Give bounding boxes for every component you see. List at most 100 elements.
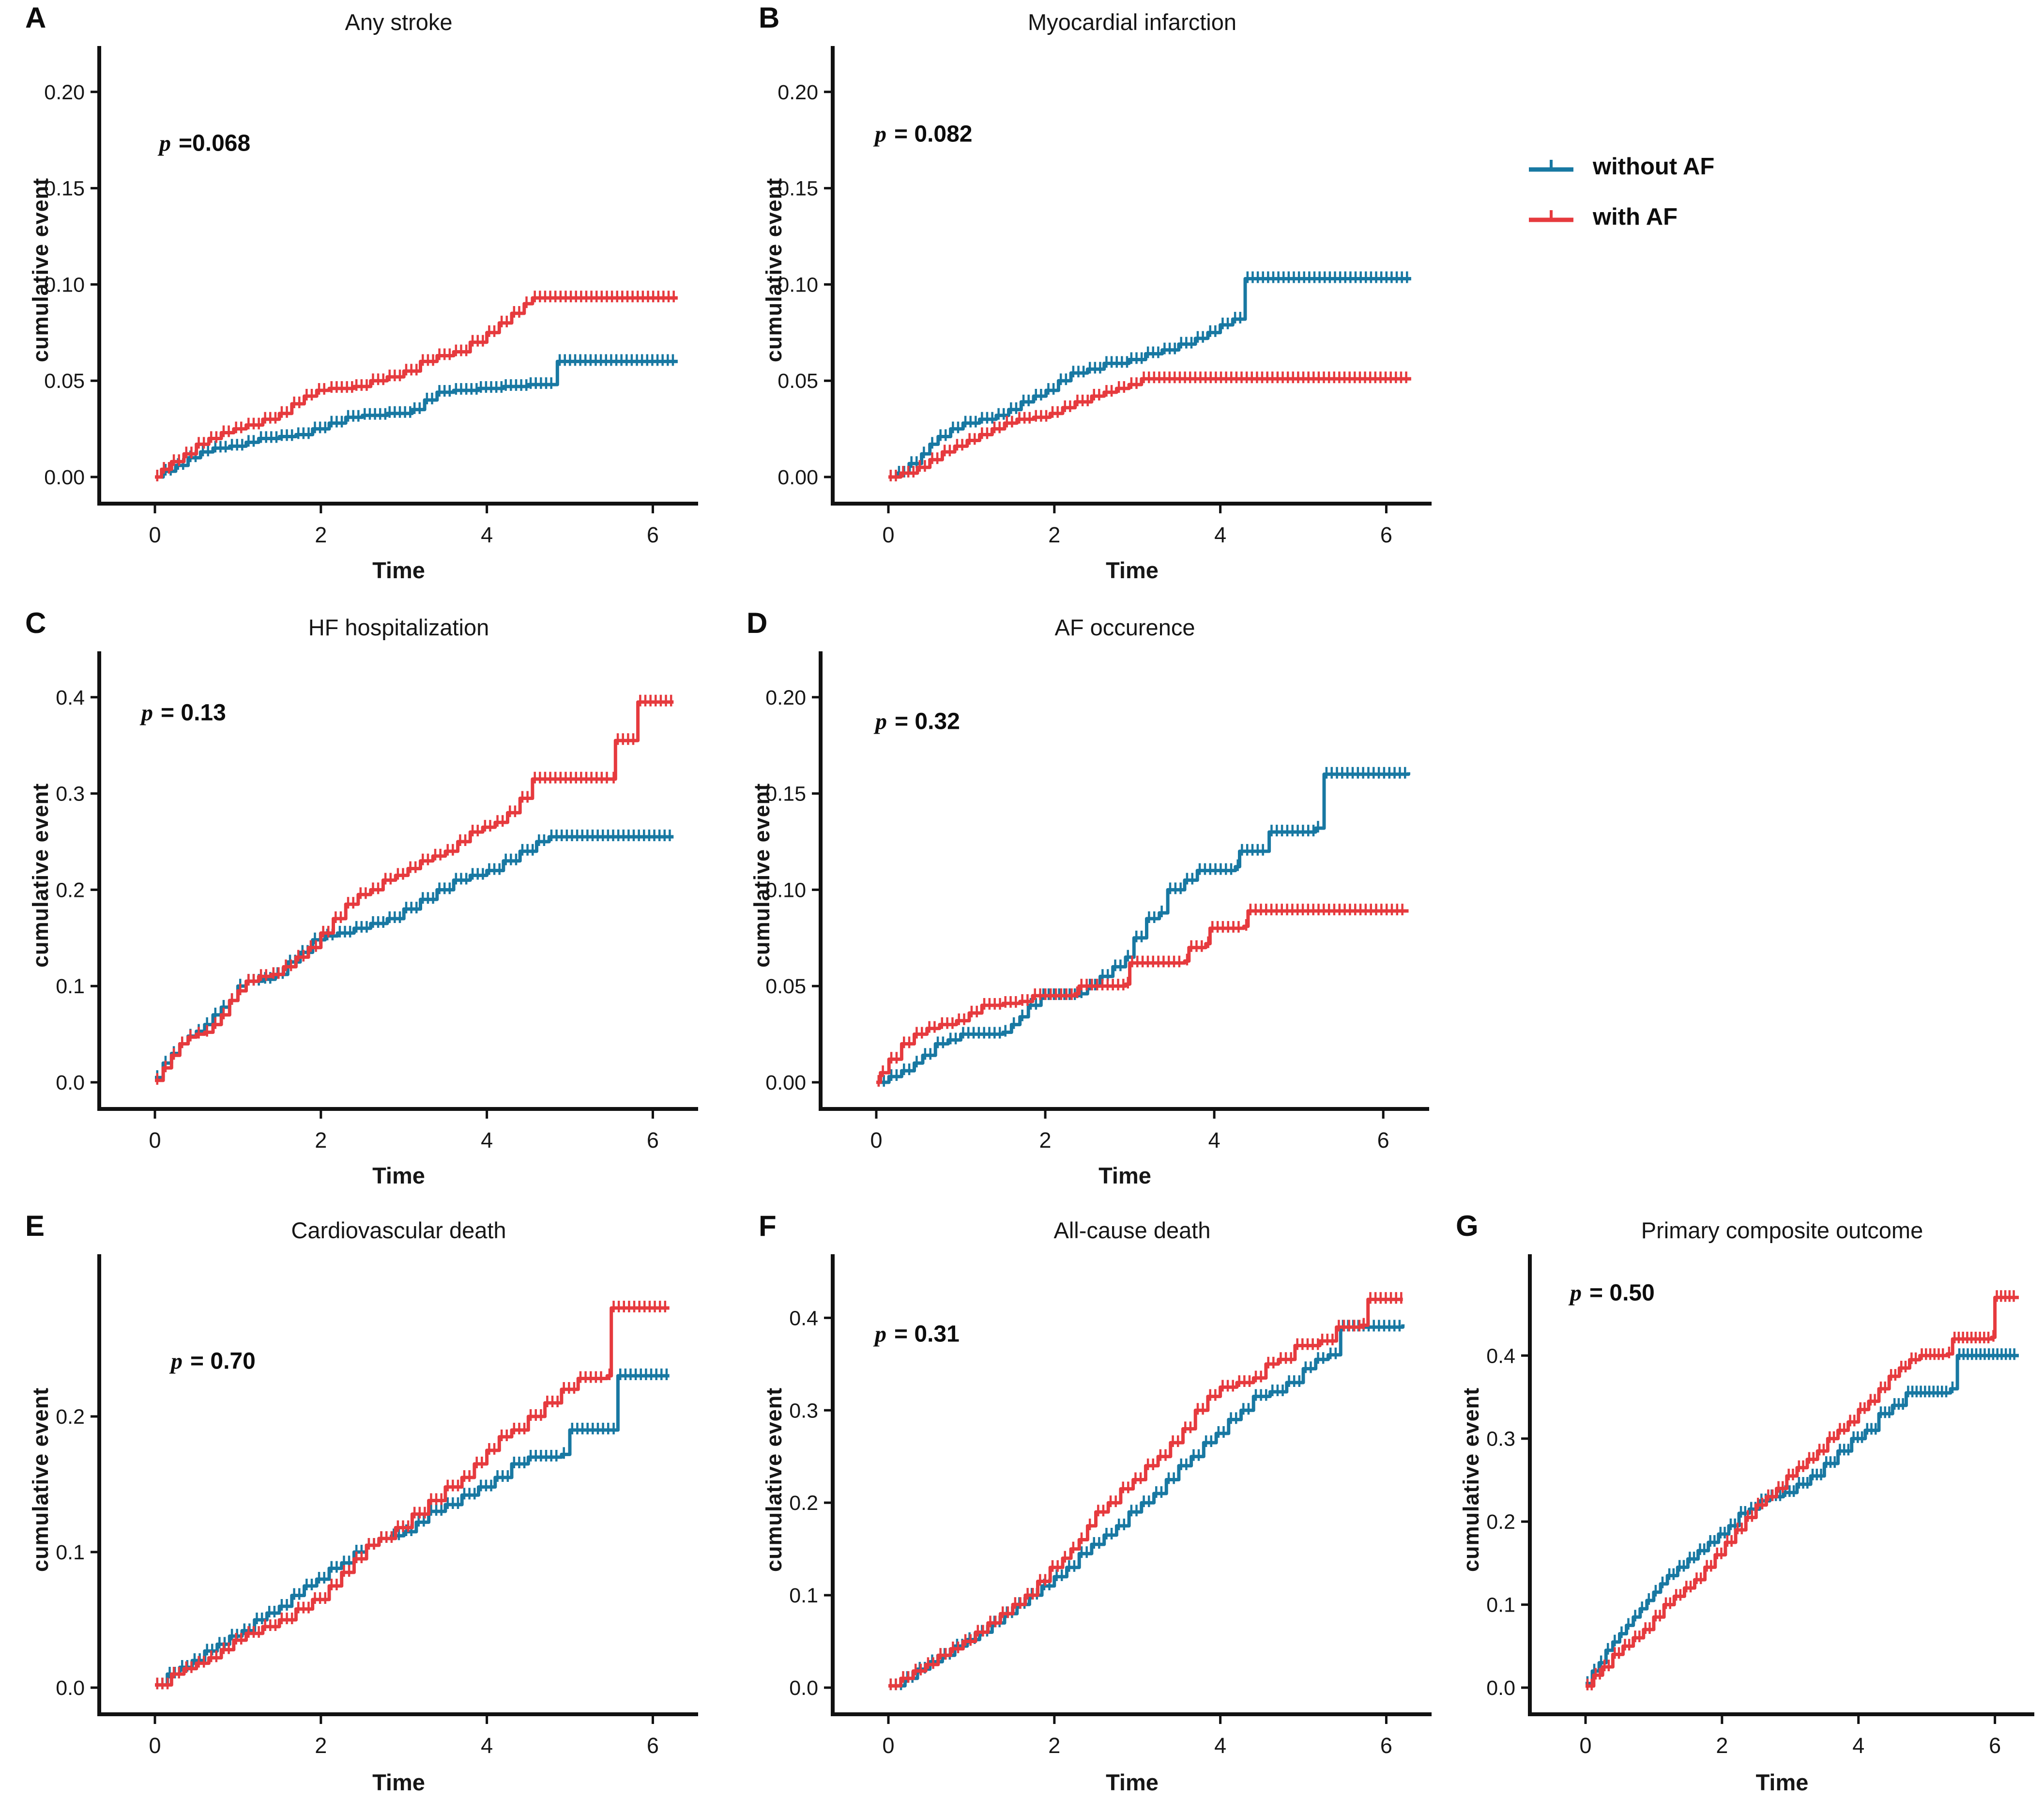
series-without-AF xyxy=(876,767,1410,1087)
km-curve xyxy=(888,1297,1403,1688)
panel-letter-g: G xyxy=(1456,1210,1479,1242)
p-symbol: p xyxy=(875,1321,886,1347)
x-tick-label: 4 xyxy=(481,523,493,547)
km-curve xyxy=(876,909,1409,1084)
legend-marker-without-af-icon xyxy=(1529,160,1573,172)
km-plot-af-occurence: 0.00 0.05 0.10 0.15 0.20 0 2 4 6 xyxy=(765,651,1429,1153)
panel-cardiovascular-death: E Cardiovascular death cumulative event … xyxy=(15,1208,707,1814)
legend-item-without-af: without AF xyxy=(1525,141,1961,192)
y-tick-label: 0.4 xyxy=(789,1307,818,1330)
p-symbol: p xyxy=(141,700,153,726)
y-tick-label: 0.10 xyxy=(778,273,818,296)
panel-title-any-stroke: Any stroke xyxy=(345,9,453,35)
legend-item-with-af: with AF xyxy=(1525,192,1961,242)
x-tick-label: 0 xyxy=(882,523,894,547)
series-with-AF xyxy=(888,1292,1403,1691)
p-value-text: = 0.32 xyxy=(895,708,960,735)
panel-letter-c: C xyxy=(25,607,46,639)
y-tick-label: 0.00 xyxy=(778,466,818,489)
x-axis-label: Time xyxy=(1106,557,1159,583)
panel-title-all-cause-death: All-cause death xyxy=(1053,1217,1211,1243)
panel-letter-b: B xyxy=(759,1,780,34)
km-curve xyxy=(1586,1354,2019,1685)
x-tick-label: 0 xyxy=(149,1733,161,1758)
km-plot-all-cause-death: 0.0 0.1 0.2 0.3 0.4 0 2 4 6 xyxy=(789,1254,1432,1758)
y-tick-label: 0.0 xyxy=(56,1071,85,1094)
y-tick-label: 0.15 xyxy=(778,177,818,200)
y-tick-label: 0.3 xyxy=(789,1399,818,1422)
km-curve xyxy=(1586,1295,2019,1688)
y-tick-label: 0.00 xyxy=(44,466,85,489)
x-tick-label: 0 xyxy=(149,1128,161,1153)
km-plot-hf-hospitalization: 0.0 0.1 0.2 0.3 0.4 0 2 4 6 xyxy=(56,651,698,1153)
y-tick-label: 0.05 xyxy=(778,369,818,393)
x-tick-label: 6 xyxy=(1377,1128,1389,1153)
y-tick-label: 0.1 xyxy=(789,1584,818,1607)
y-tick-label: 0.2 xyxy=(789,1492,818,1515)
y-tick-label: 0.20 xyxy=(765,686,806,709)
km-plot-myocardial-infarction: 0.00 0.05 0.10 0.15 0.20 0 2 4 6 xyxy=(778,46,1432,547)
legend-label-without-af: without AF xyxy=(1593,154,1715,180)
series-with-AF xyxy=(876,904,1409,1087)
p-value: p = 0.50 xyxy=(1570,1280,1655,1307)
y-tick-label: 0.05 xyxy=(44,369,85,393)
km-curve xyxy=(888,1324,1405,1688)
x-tick-label: 6 xyxy=(1380,523,1392,547)
x-tick-label: 6 xyxy=(647,1128,659,1153)
y-tick-label: 0.00 xyxy=(765,1071,806,1094)
x-tick-label: 6 xyxy=(647,1733,659,1758)
p-symbol: p xyxy=(875,708,887,735)
p-symbol: p xyxy=(1570,1280,1582,1306)
p-value: p = 0.70 xyxy=(171,1348,256,1375)
y-tick-label: 0.2 xyxy=(1486,1510,1515,1534)
p-value-text: =0.068 xyxy=(179,130,251,156)
x-tick-label: 4 xyxy=(1852,1733,1864,1758)
y-tick-label: 0.4 xyxy=(1486,1344,1515,1368)
panel-all-cause-death: F All-cause death cumulative event 0.0 0.… xyxy=(748,1208,1440,1814)
x-tick-label: 4 xyxy=(1208,1128,1220,1153)
panel-primary-composite-outcome: G Primary composite outcome cumulative e… xyxy=(1445,1208,2043,1814)
x-tick-label: 2 xyxy=(315,1733,327,1758)
x-tick-label: 4 xyxy=(1214,523,1226,547)
km-curve xyxy=(155,835,674,1079)
y-tick-label: 0.3 xyxy=(1486,1428,1515,1451)
x-tick-label: 2 xyxy=(1048,523,1060,547)
legend-marker-with-af-icon xyxy=(1529,210,1573,222)
panel-myocardial-infarction: B Myocardial infarction cumulative event… xyxy=(748,0,1440,603)
series-with-AF xyxy=(155,1301,670,1690)
y-tick-label: 0.1 xyxy=(56,975,85,998)
legend-label-with-af: with AF xyxy=(1593,204,1678,230)
series-with-AF xyxy=(1586,1290,2019,1691)
y-tick-label: 0.0 xyxy=(56,1677,85,1700)
y-tick-label: 0.15 xyxy=(44,177,85,200)
km-plot-cardiovascular-death: 0.0 0.1 0.2 0 2 4 6 xyxy=(56,1254,698,1758)
x-tick-label: 2 xyxy=(315,523,327,547)
km-curve xyxy=(888,377,1411,479)
series-without-AF xyxy=(155,354,678,481)
km-curve xyxy=(155,700,674,1082)
series-with-AF xyxy=(155,694,674,1085)
panel-title-hf-hospitalization: HF hospitalization xyxy=(308,615,489,640)
x-tick-label: 6 xyxy=(647,523,659,547)
y-tick-label: 0.2 xyxy=(56,878,85,902)
x-tick-label: 2 xyxy=(1716,1733,1728,1758)
km-curve xyxy=(155,1374,670,1687)
p-value: p = 0.13 xyxy=(141,700,226,726)
panel-letter-d: D xyxy=(747,607,768,639)
y-tick-label: 0.0 xyxy=(789,1677,818,1700)
km-plot-primary-composite-outcome: 0.0 0.1 0.2 0.3 0.4 0 2 4 6 xyxy=(1486,1254,2034,1758)
p-symbol: p xyxy=(875,121,886,147)
x-axis-label: Time xyxy=(1106,1769,1159,1795)
p-value-text: = 0.50 xyxy=(1589,1280,1655,1306)
panel-af-occurence: D AF occurence cumulative event 0.00 0.05… xyxy=(736,605,1438,1208)
km-curve xyxy=(155,296,678,479)
x-tick-label: 6 xyxy=(1380,1733,1392,1758)
x-tick-label: 4 xyxy=(481,1733,493,1758)
x-tick-label: 0 xyxy=(882,1733,894,1758)
y-tick-label: 0.0 xyxy=(1486,1677,1515,1700)
x-axis-label: Time xyxy=(372,1163,425,1188)
x-tick-label: 2 xyxy=(1048,1733,1060,1758)
p-value: p = 0.32 xyxy=(875,708,960,735)
km-curve xyxy=(155,1306,670,1687)
